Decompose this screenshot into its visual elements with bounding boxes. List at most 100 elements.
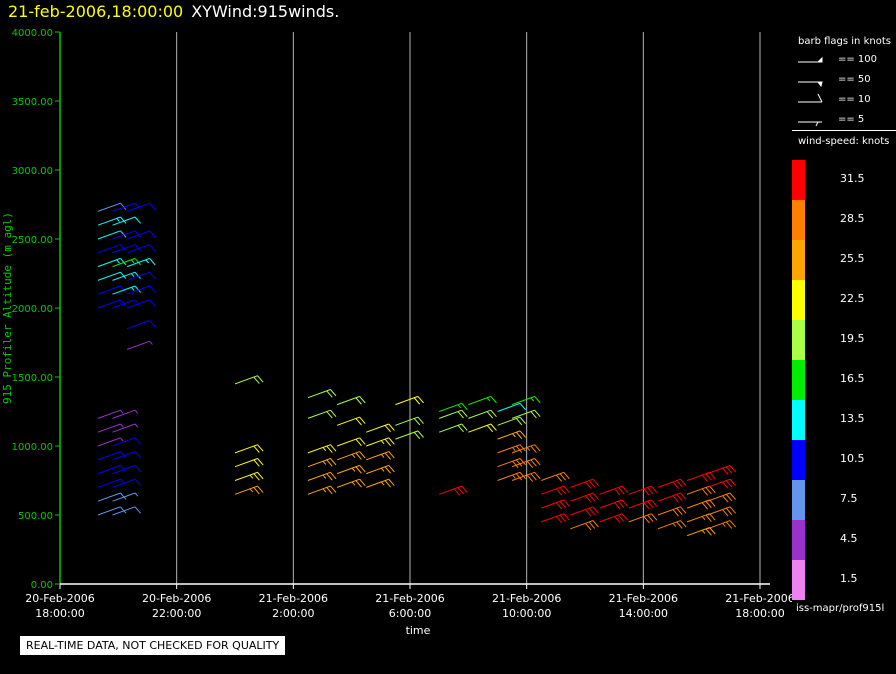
wind-barb [707, 464, 736, 475]
y-tick-label: 0.00 [31, 580, 53, 591]
colorbar-label: 28.5 [840, 212, 865, 225]
wind-barb [657, 492, 687, 503]
wind-barb [307, 389, 337, 399]
colorbar-swatch [792, 360, 805, 400]
x-tick-label-time: 2:00:00 [272, 607, 314, 620]
wind-barb [97, 244, 127, 254]
colorbar-swatch [792, 480, 805, 520]
x-tick-label-time: 22:00:00 [152, 607, 201, 620]
wind-barb [307, 444, 337, 454]
colorbar-label: 22.5 [840, 292, 865, 305]
wind-barb [97, 299, 127, 309]
wind-barb [126, 257, 156, 268]
wind-barb [468, 395, 497, 406]
x-tick-label-date: 21-Feb-2006 [725, 592, 792, 605]
wind-barb [126, 285, 156, 295]
speed-legend-title: wind-speed: knots [798, 136, 890, 147]
wind-barb [395, 416, 424, 426]
colorbar-label: 13.5 [840, 412, 865, 425]
wind-barb [112, 464, 141, 475]
title-name: XYWind:915winds. [191, 2, 340, 21]
y-tick-label: 2500.00 [12, 235, 53, 246]
wind-barb [707, 492, 736, 503]
wind-barb [234, 485, 264, 495]
wind-barb [234, 375, 264, 385]
wind-barb [112, 285, 141, 295]
wind-barb [438, 485, 468, 496]
y-tick-label: 1500.00 [12, 373, 53, 384]
source-label: iss-mapr/prof915l [796, 603, 885, 614]
wind-profile-chart: 20-Feb-2006 18:00:00 20-Feb-2006 22:00:00 21… [1, 28, 792, 637]
wind-barb [628, 513, 658, 524]
colorbar-label: 4.5 [840, 532, 858, 545]
x-tick-label-date: 21-Feb-2006 [609, 592, 678, 605]
wind-barb [112, 437, 141, 447]
wind-barb [707, 478, 736, 489]
wind-barb [657, 520, 687, 530]
wind-barb [686, 471, 716, 482]
wind-barb [112, 506, 141, 516]
wind-barb [112, 423, 139, 433]
wind-barb [497, 416, 526, 426]
wind-barb [97, 437, 124, 447]
wind-barb [541, 513, 570, 524]
grid-lines [176, 32, 761, 584]
wind-barb [366, 451, 395, 461]
y-axis-label: 915 Profiler Altitude (m agl) [1, 212, 14, 404]
colorbar-label: 19.5 [840, 332, 865, 345]
wind-barb [628, 499, 658, 510]
wind-barb [511, 471, 541, 482]
wind-barb [686, 499, 716, 510]
wind-barb [570, 478, 599, 489]
x-tick-label-time: 18:00:00 [35, 607, 84, 620]
wind-barb [97, 478, 127, 488]
barb-legend-item-100: == 100 [838, 54, 878, 65]
y-tick-label: 500.00 [18, 511, 53, 522]
wind-barb [395, 430, 424, 440]
colorbar-swatch [792, 160, 805, 200]
colorbar-label: 1.5 [840, 572, 858, 585]
wind-barb [468, 409, 497, 419]
wind-barb [112, 409, 139, 419]
wind-barb [97, 202, 127, 212]
wind-barb [126, 230, 156, 240]
wind-barbs [97, 202, 736, 537]
colorbar-swatch [792, 280, 805, 320]
colorbar-label: 25.5 [840, 252, 865, 265]
wind-barb [628, 485, 658, 496]
x-tick-label-date: 20-Feb-2006 [25, 592, 94, 605]
wind-barb [541, 471, 570, 482]
legend-divider [792, 130, 896, 131]
y-tick-label: 3500.00 [12, 97, 53, 108]
wind-barb [126, 271, 156, 281]
wind-barb [438, 423, 468, 433]
wind-barb [97, 423, 124, 433]
colorbar-label: 7.5 [840, 492, 858, 505]
wind-barb [126, 340, 153, 350]
barb-legend-item-10: == 10 [838, 94, 871, 105]
title-date: 21-feb-2006,18:00:00 [8, 2, 184, 21]
wind-barb [686, 485, 716, 496]
legend-panel: barb flags in knots == 100 == 50 == 10 =… [792, 30, 896, 624]
wind-barb [541, 485, 570, 496]
x-axis-label: time [406, 624, 431, 637]
wind-barb [707, 506, 736, 517]
wind-barb [599, 485, 629, 496]
y-tick-label: 1000.00 [12, 442, 53, 453]
wind-barb [112, 478, 141, 488]
wind-barb [511, 458, 541, 469]
wind-barb [307, 458, 337, 468]
x-tick-label-time: 10:00:00 [502, 607, 551, 620]
wind-barb [336, 451, 366, 461]
wind-barb [112, 202, 141, 212]
wind-barb [686, 527, 716, 537]
wind-barb [366, 423, 395, 433]
wind-barb [112, 230, 141, 240]
wind-barb [366, 464, 395, 475]
x-tick-label-date: 21-Feb-2006 [375, 592, 444, 605]
colorbar-swatch [792, 400, 805, 440]
wind-barb [126, 320, 156, 330]
wind-barb [336, 437, 366, 447]
wind-barb [112, 216, 141, 226]
wind-barb [366, 478, 395, 488]
